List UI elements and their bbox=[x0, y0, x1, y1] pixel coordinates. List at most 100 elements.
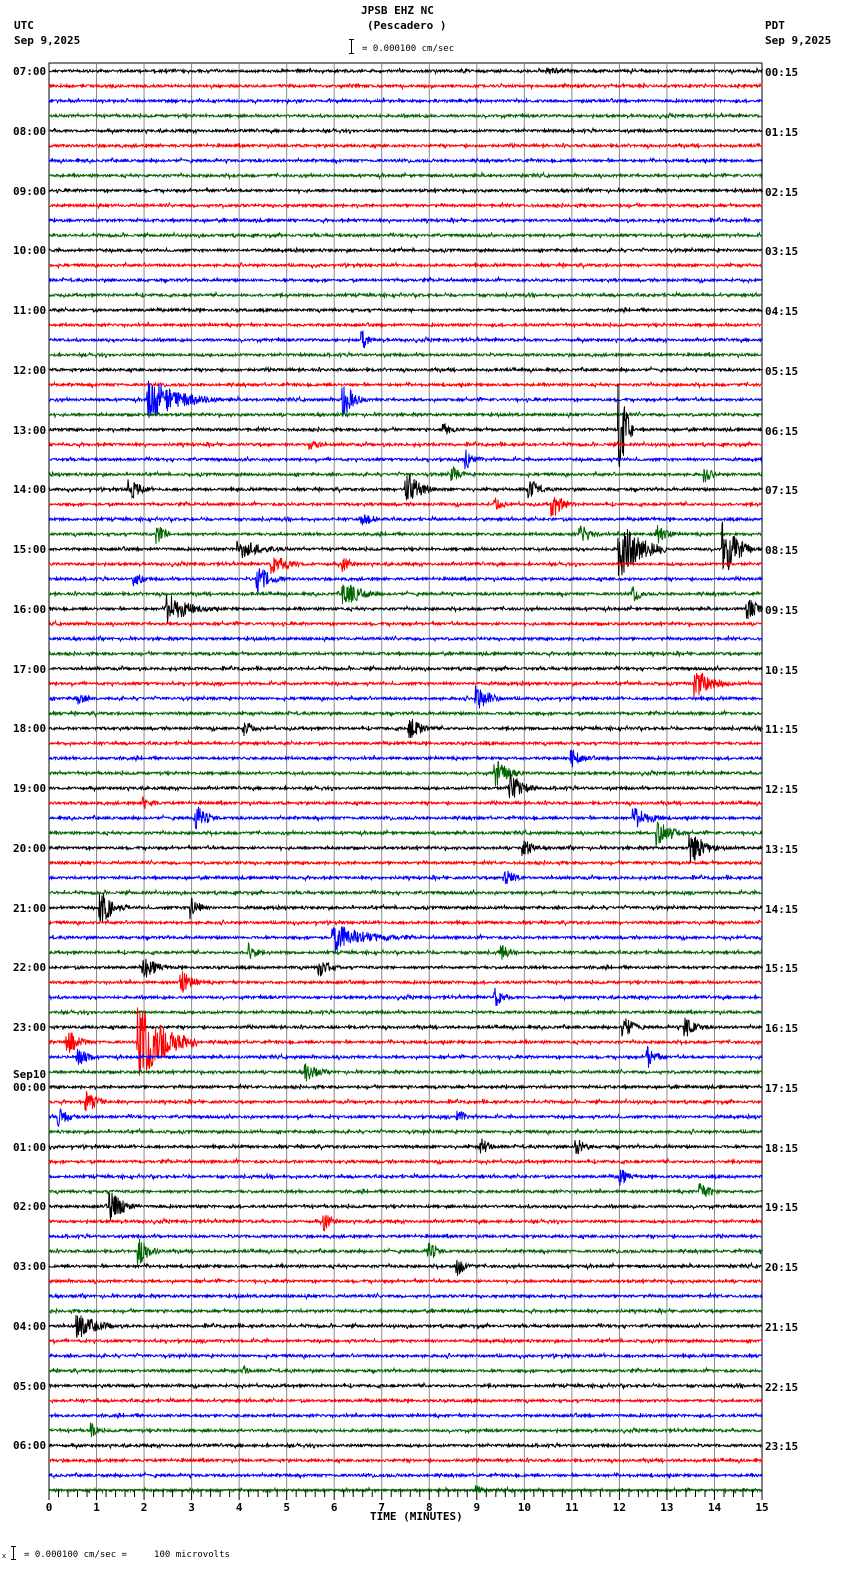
trace-line bbox=[48, 216, 763, 225]
pdt-hour-label: 23:15 bbox=[765, 1440, 799, 1454]
station-location: (Pescadero ) bbox=[367, 19, 447, 32]
trace-line bbox=[48, 449, 763, 470]
utc-hour-label: 13:00 bbox=[13, 423, 47, 437]
utc-hour-label: 08:00 bbox=[13, 124, 47, 138]
trace-line bbox=[49, 1314, 763, 1338]
utc-hour-label: 22:00 bbox=[13, 961, 47, 975]
x-tick-label: 14 bbox=[708, 1501, 722, 1514]
trace-line bbox=[48, 1008, 763, 1016]
trace-line bbox=[48, 365, 763, 375]
trace-line bbox=[48, 834, 763, 863]
trace-line bbox=[48, 1411, 763, 1420]
x-tick-label: 12 bbox=[613, 1501, 626, 1514]
trace-line bbox=[48, 1336, 763, 1346]
x-tick-label: 10 bbox=[518, 1501, 531, 1514]
x-tick-label: 5 bbox=[283, 1501, 290, 1514]
trace-line bbox=[48, 410, 763, 419]
trace-line bbox=[48, 971, 763, 993]
trace-line bbox=[48, 156, 763, 165]
trace-line bbox=[48, 1017, 763, 1038]
pdt-hour-label: 15:15 bbox=[765, 962, 799, 976]
x-tick-label: 0 bbox=[46, 1501, 53, 1514]
trace-line bbox=[48, 1082, 763, 1091]
trace-line bbox=[48, 1485, 763, 1495]
trace-line bbox=[48, 380, 763, 419]
trace-line bbox=[48, 568, 763, 594]
trace-line bbox=[48, 821, 763, 848]
trace-line bbox=[48, 1307, 763, 1316]
pdt-hour-label: 18:15 bbox=[765, 1141, 799, 1155]
station-title: JPSB EHZ NC bbox=[361, 4, 434, 17]
pdt-hour-label: 08:15 bbox=[765, 544, 799, 558]
utc-hour-label: 14:00 bbox=[13, 483, 47, 497]
trace-line bbox=[48, 1351, 763, 1361]
trace-line bbox=[48, 440, 763, 450]
trace-line bbox=[49, 170, 763, 180]
trace-line bbox=[48, 1292, 763, 1301]
trace-line bbox=[48, 557, 763, 574]
trace-line bbox=[49, 306, 763, 315]
trace-line bbox=[48, 321, 763, 329]
x-tick-label: 9 bbox=[473, 1501, 480, 1514]
pdt-hour-label: 13:15 bbox=[765, 842, 799, 856]
trace-line bbox=[48, 201, 763, 210]
pdt-hour-label: 14:15 bbox=[765, 902, 799, 916]
utc-hour-label: 18:00 bbox=[13, 722, 47, 736]
x-axis-title: TIME (MINUTES) bbox=[370, 1510, 463, 1523]
trace-line bbox=[48, 738, 763, 748]
pdt-hour-label: 02:15 bbox=[765, 185, 799, 199]
trace-line bbox=[48, 634, 763, 643]
footer-scale-bar-cap-bottom bbox=[11, 1559, 16, 1560]
utc-hour-label: 00:00 bbox=[13, 1080, 47, 1094]
trace-line bbox=[48, 1127, 763, 1137]
trace-line bbox=[48, 1108, 763, 1127]
utc-hour-label: 20:00 bbox=[13, 841, 47, 855]
trace-line bbox=[48, 1091, 763, 1112]
trace-line bbox=[48, 918, 763, 928]
trace-line bbox=[48, 111, 763, 120]
utc-hour-label: 17:00 bbox=[13, 662, 47, 676]
trace-line bbox=[48, 708, 763, 718]
x-tick-label: 13 bbox=[660, 1501, 673, 1514]
utc-hour-label: 19:00 bbox=[13, 782, 47, 796]
trace-line bbox=[48, 806, 763, 831]
trace-line bbox=[48, 1277, 763, 1286]
x-tick-label: 2 bbox=[141, 1501, 148, 1514]
utc-hour-label: 21:00 bbox=[13, 901, 47, 915]
trace-line bbox=[48, 888, 763, 897]
trace-line bbox=[48, 497, 763, 517]
pdt-hour-label: 10:15 bbox=[765, 663, 799, 677]
trace-line bbox=[48, 987, 763, 1007]
x-tick-label: 7 bbox=[378, 1501, 385, 1514]
x-tick-label: 4 bbox=[236, 1501, 243, 1514]
trace-line bbox=[48, 584, 763, 604]
utc-hour-label: 16:00 bbox=[13, 602, 47, 616]
x-tick-label: 3 bbox=[188, 1501, 195, 1514]
trace-line bbox=[48, 384, 763, 468]
trace-line bbox=[48, 672, 763, 699]
x-tick-label: 11 bbox=[565, 1501, 579, 1514]
trace-line bbox=[48, 97, 763, 106]
right-timezone: PDT bbox=[765, 19, 785, 32]
trace-line bbox=[48, 260, 763, 270]
trace-line bbox=[48, 685, 763, 709]
footer-scale-bar-icon bbox=[13, 1546, 14, 1560]
pdt-hour-label: 05:15 bbox=[765, 364, 799, 378]
trace-line bbox=[48, 1441, 763, 1450]
pdt-hour-label: 16:15 bbox=[765, 1022, 799, 1036]
trace-line bbox=[48, 1182, 763, 1197]
date-change-label: Sep10 bbox=[13, 1067, 47, 1081]
scale-bar-cap-top bbox=[349, 39, 354, 40]
trace-line bbox=[48, 1238, 763, 1266]
trace-line bbox=[48, 275, 763, 285]
footer-scale-bar-cap-top bbox=[11, 1546, 16, 1547]
pdt-hour-label: 20:15 bbox=[765, 1261, 799, 1275]
trace-line bbox=[48, 330, 763, 349]
trace-line bbox=[48, 246, 763, 255]
trace-line bbox=[48, 760, 763, 787]
trace-line bbox=[48, 1381, 763, 1391]
utc-hour-label: 02:00 bbox=[13, 1200, 47, 1214]
trace-line bbox=[48, 1138, 763, 1155]
x-tick-label: 6 bbox=[331, 1501, 338, 1514]
pdt-hour-label: 06:15 bbox=[765, 424, 799, 438]
